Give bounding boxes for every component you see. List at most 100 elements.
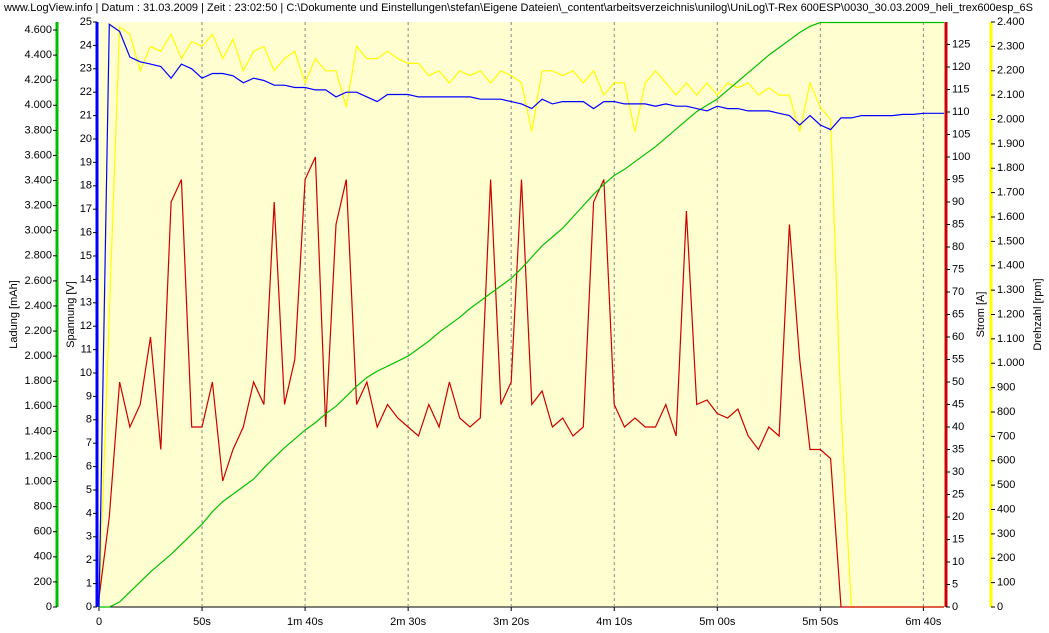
y-tick-label: 6 [86,461,92,473]
y-tick-label: 1.700 [997,187,1025,199]
y-axis-label: Drehzahl [rpm] [1032,278,1044,350]
plot-area [99,22,944,607]
y-tick-label: 15 [952,533,964,545]
y-tick-label: 18 [80,180,92,192]
y-tick-label: 25 [952,488,964,500]
y-tick-label: 8 [86,414,92,426]
y-tick-label: 3.600 [24,149,52,161]
x-tick-label: 6m 40s [905,616,942,628]
y-tick-label: 125 [952,38,970,50]
y-tick-label: 7 [86,437,92,449]
y-tick-label: 105 [952,128,970,140]
y-tick-label: 1.900 [997,138,1025,150]
y-tick-label: 300 [997,528,1015,540]
y-tick-label: 9 [86,390,92,402]
y-tick-label: 1.200 [24,450,52,462]
y-tick-label: 23 [80,63,92,75]
y-tick-label: 800 [997,406,1015,418]
y-tick-label: 120 [952,61,970,73]
y-tick-label: 1.600 [997,211,1025,223]
y-tick-label: 2 [86,554,92,566]
y-tick-label: 600 [34,526,52,538]
y-tick-label: 3.000 [24,225,52,237]
x-tick-label: 50s [193,616,211,628]
y-tick-label: 0 [86,601,92,613]
y-tick-label: 40 [952,421,964,433]
y-tick-label: 65 [952,308,964,320]
y-tick-label: 500 [997,479,1015,491]
y-tick-label: 14 [80,273,92,285]
y-tick-label: 4.200 [24,74,52,86]
x-tick-label: 1m 40s [287,616,324,628]
y-tick-label: 5 [952,578,958,590]
y-tick-label: 10 [80,367,92,379]
y-tick-label: 400 [34,551,52,563]
y-tick-label: 200 [34,576,52,588]
x-tick-label: 5m 00s [699,616,736,628]
y-tick-label: 115 [952,83,970,95]
series-line [99,21,944,608]
y-tick-label: 1 [86,578,92,590]
y-tick-label: 1.000 [24,475,52,487]
y-tick-label: 75 [952,263,964,275]
y-tick-label: 10 [952,556,964,568]
y-tick-label: 2.200 [24,325,52,337]
y-tick-label: 95 [952,173,964,185]
y-tick-label: 45 [952,398,964,410]
y-tick-label: 2.200 [997,65,1025,77]
y-tick-label: 4.000 [24,99,52,111]
y-tick-label: 700 [997,430,1015,442]
y-tick-label: 35 [952,443,964,455]
y-tick-label: 15 [80,250,92,262]
y-tick-label: 17 [80,203,92,215]
y-tick-label: 1.100 [997,333,1025,345]
y-tick-label: 1.400 [24,425,52,437]
y-tick-label: 800 [34,501,52,513]
y-tick-label: 0 [997,601,1003,613]
y-tick-label: 1.500 [997,235,1025,247]
y-tick-label: 4.400 [24,49,52,61]
y-tick-label: 2.800 [24,250,52,262]
y-tick-label: 2.600 [24,275,52,287]
y-tick-label: 600 [997,455,1015,467]
y-tick-label: 2.400 [24,300,52,312]
y-tick-label: 2.100 [997,89,1025,101]
y-tick-label: 2.000 [997,113,1025,125]
y-tick-label: 5 [86,484,92,496]
y-tick-label: 50 [952,376,964,388]
y-tick-label: 110 [952,106,970,118]
y-tick-label: 100 [952,151,970,163]
y-tick-label: 0 [952,601,958,613]
y-axis-label: Strom [A] [975,292,987,338]
y-tick-label: 2.400 [997,16,1025,28]
y-tick-label: 900 [997,382,1015,394]
x-tick-label: 5m 50s [802,616,839,628]
y-tick-label: 20 [952,511,964,523]
x-tick-label: 4m 10s [596,616,633,628]
y-tick-label: 70 [952,286,964,298]
y-tick-label: 1.800 [997,162,1025,174]
y-tick-label: 90 [952,196,964,208]
y-tick-label: 85 [952,218,964,230]
y-tick-label: 400 [997,503,1015,515]
x-tick-label: 0 [96,616,102,628]
y-tick-label: 24 [80,39,92,51]
y-tick-label: 0 [46,601,52,613]
y-tick-label: 4 [86,507,92,519]
y-tick-label: 2.000 [24,350,52,362]
y-tick-label: 16 [80,227,92,239]
y-tick-label: 3.800 [24,124,52,136]
y-tick-label: 4.600 [24,24,52,36]
y-tick-label: 200 [997,552,1015,564]
y-tick-label: 1.600 [24,400,52,412]
y-tick-label: 60 [952,331,964,343]
y-tick-label: 22 [80,86,92,98]
y-tick-label: 12 [80,320,92,332]
series-line [98,25,944,608]
y-tick-label: 55 [952,353,964,365]
x-tick-label: 3m 20s [493,616,530,628]
y-tick-label: 13 [80,297,92,309]
y-tick-label: 3.400 [24,174,52,186]
series-line [98,156,944,608]
y-tick-label: 80 [952,241,964,253]
